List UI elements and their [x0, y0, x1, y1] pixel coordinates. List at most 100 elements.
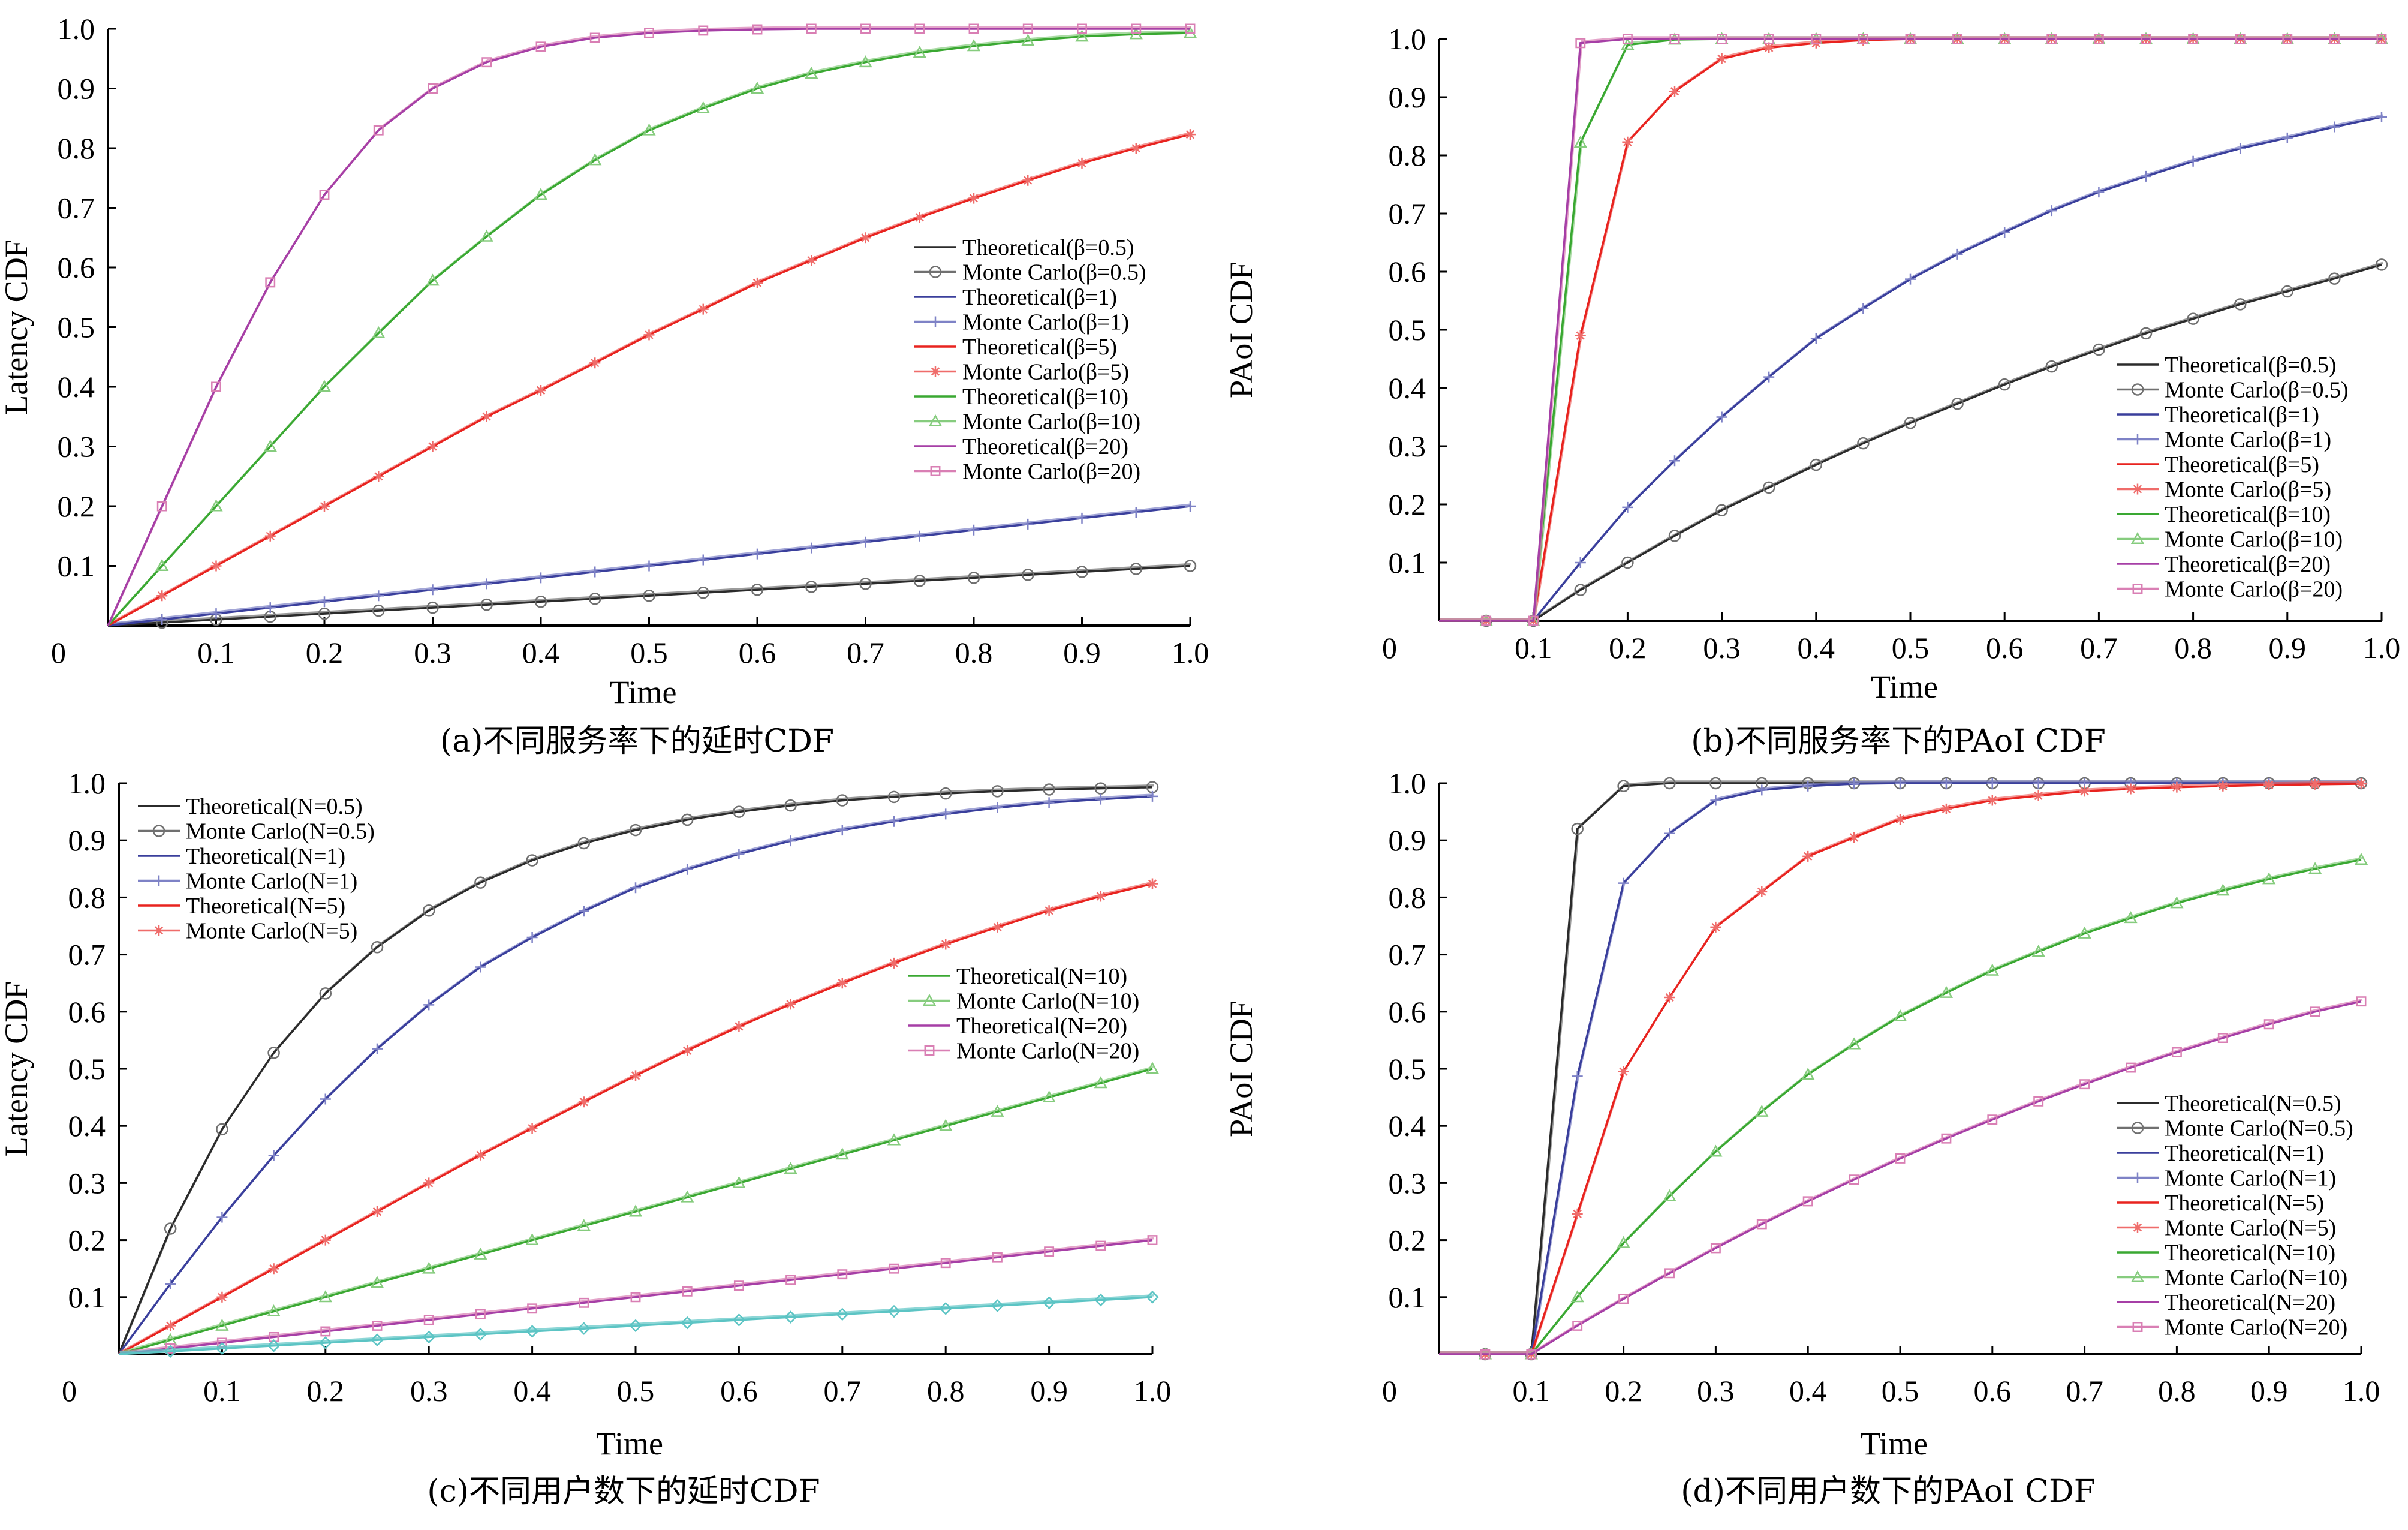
- data-point: [643, 590, 655, 602]
- x-tick-label: 0.7: [2066, 1374, 2103, 1408]
- legend-label: Theoretical(β=1): [2165, 402, 2319, 428]
- x-tick-label: 1.0: [1172, 636, 1209, 669]
- legend-label: Monte Carlo(N=0.5): [186, 819, 375, 844]
- data-point: [2046, 205, 2057, 217]
- data-point: [1858, 34, 1868, 44]
- y-axis-title: PAoI CDF: [1223, 261, 1259, 398]
- x-tick-label: 0.6: [1986, 631, 2024, 665]
- data-point: [481, 578, 492, 590]
- data-point: [1895, 778, 1906, 789]
- data-point: [1076, 566, 1088, 578]
- data-point: [474, 1327, 487, 1341]
- data-point: [1999, 227, 2010, 238]
- data-point: [1044, 1246, 1055, 1257]
- data-point: [1998, 378, 2011, 391]
- data-point: [940, 939, 952, 950]
- data-point: [264, 602, 276, 614]
- data-point: [1574, 584, 1587, 596]
- data-point: [805, 581, 818, 593]
- data-point: [2124, 911, 2138, 924]
- legend-marker: [2132, 1322, 2143, 1332]
- data-point: [372, 326, 386, 338]
- data-point: [164, 1222, 177, 1235]
- x-tick-label: 0.7: [2080, 631, 2118, 665]
- data-point: [1022, 518, 1034, 530]
- data-point: [526, 932, 538, 943]
- legend-marker: [924, 1045, 935, 1056]
- data-point: [2045, 360, 2058, 373]
- data-point: [534, 188, 548, 200]
- series-line-theoretical: [107, 564, 1191, 627]
- x-tick-label: 0.5: [630, 636, 668, 669]
- data-point: [785, 999, 796, 1010]
- x-tick-label: 0.1: [1513, 1374, 1551, 1408]
- data-point: [1802, 850, 1814, 862]
- legend-label: Monte Carlo(N=0.5): [2165, 1116, 2353, 1141]
- data-point: [1618, 877, 1629, 889]
- chart-panel-d: 0 0.1 0.2 0.3 0.4 0.5 0.6 0.7 0.8 0.9 1.0 0.1 0.2 0.3…: [1223, 766, 2380, 1510]
- data-point: [319, 987, 332, 1000]
- data-point: [1572, 1320, 1583, 1331]
- data-point: [475, 1309, 486, 1319]
- data-point: [1663, 777, 1676, 790]
- x-tick-label: 0.6: [739, 636, 776, 669]
- data-point: [423, 1177, 435, 1189]
- data-point: [423, 999, 435, 1011]
- panel-caption: (a)不同服务率下的延时CDF: [440, 723, 834, 759]
- y-tick-label: 1.0: [58, 12, 95, 46]
- data-point: [481, 411, 492, 422]
- legend-label: Monte Carlo(β=0.5): [962, 260, 1146, 285]
- data-point: [784, 799, 797, 812]
- y-tick-label: 0.6: [1389, 995, 1426, 1029]
- y-tick-label: 0.8: [1389, 139, 1426, 172]
- x-tick-label: 0.2: [1609, 631, 1647, 665]
- data-point: [1763, 34, 1774, 44]
- series-line-theoretical: [118, 1068, 1153, 1355]
- panel-caption: (c)不同用户数下的延时CDF: [427, 1474, 820, 1510]
- data-point: [2356, 996, 2367, 1007]
- data-point: [1802, 1196, 1813, 1207]
- legend-label: Monte Carlo(β=10): [2165, 527, 2343, 552]
- data-point: [992, 802, 1003, 813]
- legend-label: Theoretical(N=5): [186, 894, 345, 919]
- chart-panel-a: 0 0.1 0.2 0.3 0.4 0.5 0.6 0.7 0.8 0.9 1.0 0.1 0.2 0.3…: [0, 12, 1209, 759]
- data-point: [643, 329, 655, 341]
- data-point: [577, 1322, 591, 1335]
- legend-label: Monte Carlo(N=1): [186, 869, 357, 894]
- data-point: [889, 957, 899, 969]
- legend-label: Monte Carlo(β=0.5): [2165, 378, 2349, 403]
- data-point: [1185, 501, 1196, 512]
- data-point: [2282, 34, 2293, 44]
- data-point: [2033, 778, 2044, 789]
- data-point: [317, 380, 332, 392]
- data-point: [2033, 1096, 2044, 1107]
- data-point: [1985, 963, 1999, 976]
- data-point: [535, 384, 546, 396]
- data-point: [526, 854, 538, 867]
- series-line-montecarlo: [1440, 36, 2383, 620]
- data-point: [535, 572, 546, 584]
- data-point: [837, 1269, 848, 1280]
- data-point: [589, 566, 601, 578]
- data-point: [480, 598, 493, 611]
- data-point: [423, 1315, 434, 1325]
- data-point: [426, 601, 439, 614]
- y-tick-label: 0.3: [68, 1166, 106, 1200]
- data-point: [1893, 1009, 1907, 1021]
- data-point: [1022, 23, 1033, 34]
- data-point: [805, 67, 818, 79]
- y-axis-title: Latency CDF: [0, 239, 34, 414]
- x-tick-label: 0.5: [1882, 1374, 1919, 1408]
- x-tick-label: 0.1: [203, 1374, 241, 1408]
- data-point: [2093, 34, 2104, 44]
- data-point: [939, 1302, 952, 1315]
- series-line-montecarlo: [119, 880, 1154, 1354]
- x-tick-label: 0.6: [720, 1374, 758, 1408]
- series-line-theoretical: [1439, 858, 2362, 1355]
- data-point: [1986, 795, 1998, 806]
- data-point: [889, 1263, 899, 1274]
- data-point: [1130, 563, 1142, 575]
- data-point: [475, 961, 486, 973]
- data-point: [1857, 437, 1870, 450]
- data-point: [2171, 1047, 2182, 1057]
